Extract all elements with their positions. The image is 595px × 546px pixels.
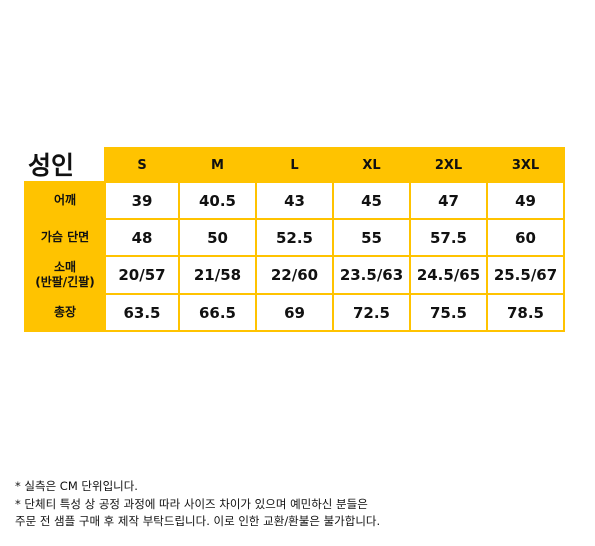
table-cell: 49 [486, 181, 565, 220]
table-cell: 25.5/67 [486, 255, 565, 295]
table-cell: 21/58 [178, 255, 257, 295]
table-cell: 43 [255, 181, 334, 220]
table-cell: 23.5/63 [332, 255, 411, 295]
table-cell: 45 [332, 181, 411, 220]
size-header-s: S [104, 147, 180, 183]
table-row-chest: 가슴 단면 48 50 52.5 55 57.5 60 [24, 218, 565, 257]
row-label-length: 총장 [24, 293, 106, 332]
table-cell: 69 [255, 293, 334, 332]
table-cell: 63.5 [104, 293, 180, 332]
row-label-text: 총장 [53, 305, 77, 319]
table-cell: 40.5 [178, 181, 257, 220]
table-cell: 39 [104, 181, 180, 220]
size-header-2xl: 2XL [409, 147, 488, 183]
row-label-text: 어깨 [53, 193, 77, 207]
size-header-row: 성인 S M L XL 2XL 3XL [24, 147, 565, 183]
table-row-shoulder: 어깨 39 40.5 43 45 47 49 [24, 181, 565, 220]
table-cell: 55 [332, 218, 411, 257]
table-row-sleeve: 소매 (반팔/긴팔) 20/57 21/58 22/60 23.5/63 24.5… [24, 255, 565, 295]
table-title: 성인 [24, 147, 106, 183]
table-cell: 24.5/65 [409, 255, 488, 295]
row-label-shoulder: 어깨 [24, 181, 106, 220]
measurement-notes: * 실측은 CM 단위입니다. * 단체티 특성 상 공정 과정에 따라 사이즈… [15, 478, 380, 531]
row-label-text: 가슴 단면 [40, 230, 90, 244]
table-cell: 60 [486, 218, 565, 257]
table-row-length: 총장 63.5 66.5 69 72.5 75.5 78.5 [24, 293, 565, 332]
table-cell: 20/57 [104, 255, 180, 295]
table-cell: 66.5 [178, 293, 257, 332]
row-label-chest: 가슴 단면 [24, 218, 106, 257]
table-cell: 52.5 [255, 218, 334, 257]
note-line: * 실측은 CM 단위입니다. [15, 479, 138, 493]
row-label-sleeve: 소매 (반팔/긴팔) [24, 255, 106, 295]
size-header-3xl: 3XL [486, 147, 565, 183]
table-cell: 50 [178, 218, 257, 257]
table-cell: 75.5 [409, 293, 488, 332]
table-cell: 48 [104, 218, 180, 257]
row-label-subtext: (반팔/긴팔) [35, 275, 95, 289]
size-header-m: M [178, 147, 257, 183]
size-header-l: L [255, 147, 334, 183]
table-cell: 72.5 [332, 293, 411, 332]
size-chart-table: 성인 S M L XL 2XL 3XL 어깨 39 40.5 43 45 47 … [24, 147, 565, 332]
table-cell: 78.5 [486, 293, 565, 332]
size-header-xl: XL [332, 147, 411, 183]
note-line: 주문 전 샘플 구매 후 제작 부탁드립니다. 이로 인한 교환/환불은 불가합… [15, 514, 381, 528]
table-cell: 22/60 [255, 255, 334, 295]
note-line: * 단체티 특성 상 공정 과정에 따라 사이즈 차이가 있으며 예민하신 분들… [15, 496, 368, 511]
row-label-text: 소매 [53, 260, 77, 274]
table-cell: 47 [409, 181, 488, 220]
table-cell: 57.5 [409, 218, 488, 257]
